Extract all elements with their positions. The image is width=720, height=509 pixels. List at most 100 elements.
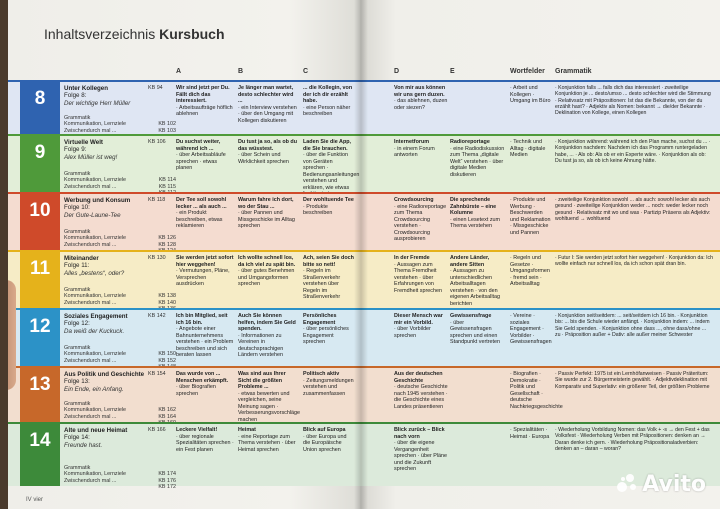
meta-line: Zwischendurch mal ...KB 160 bbox=[64, 414, 176, 426]
left-page: Inhaltsverzeichnis Kursbuch A B C 8 Unte… bbox=[8, 0, 360, 509]
unit-row-right-14: Blick zurück – Blick nach vorn · über die… bbox=[360, 422, 720, 486]
cell-b-heading: Auch Sie können helfen, indem Sie Geld s… bbox=[238, 313, 296, 332]
unit-title: Unter Kollegen bbox=[64, 85, 109, 92]
unit-folge: Folge 11: bbox=[64, 262, 90, 270]
unit-title: Aus Politik und Geschichte bbox=[64, 371, 145, 378]
cell-a-heading: Du suchst weiter, während ich ... bbox=[176, 139, 221, 152]
cell-wortfelder: · Technik und Alltag · digitale Medien bbox=[510, 139, 546, 158]
page-title: Inhaltsverzeichnis Kursbuch bbox=[44, 26, 225, 42]
unit-folge: Folge 10: bbox=[64, 204, 90, 212]
cell-d-text: · über Vorbilder sprechen bbox=[394, 326, 431, 339]
unit-number: 12 bbox=[20, 310, 60, 366]
unit-number: 11 bbox=[20, 252, 60, 308]
meta-label: Zwischendurch mal ... bbox=[64, 127, 117, 134]
cell-b: Warum fahre ich dort, wo der Stau ... · ü… bbox=[238, 197, 298, 230]
meta-page: KB 140 bbox=[158, 299, 176, 306]
cell-e: Gewissensfrage · über Gewissensfragen spr… bbox=[450, 313, 506, 346]
unit-number: 8 bbox=[20, 82, 60, 136]
unit-info: Aus Politik und Geschichte Folge 13: Ein… bbox=[64, 371, 172, 393]
cell-a-text: · über regionale Spezialitäten sprechen … bbox=[176, 433, 234, 453]
avito-watermark: Avito bbox=[617, 472, 706, 497]
unit-kb-page: KB 166 bbox=[148, 427, 166, 433]
unit-title: Werbung und Konsum bbox=[64, 197, 131, 204]
unit-row-14: 14 Alte und neue Heimat Folge 14: Freund… bbox=[8, 422, 360, 490]
meta-label: Grammatik bbox=[64, 115, 91, 122]
cell-b-heading: Ich wollte schnell los, da ich viel zu s… bbox=[238, 255, 296, 268]
meta-label: Kommunikation, Lernziele bbox=[64, 471, 127, 478]
meta-label: Grammatik bbox=[64, 345, 91, 352]
book-gutter bbox=[354, 0, 368, 509]
unit-meta: Grammatik KB 102 Kommunikation, Lernziele K… bbox=[64, 115, 176, 140]
unit-folge: Folge 8: bbox=[64, 92, 87, 100]
meta-label: Zwischendurch mal ... bbox=[64, 299, 117, 306]
column-d-header: D bbox=[394, 68, 400, 75]
cell-c-heading: Politisch aktiv bbox=[303, 371, 340, 377]
cell-c: Laden Sie die App, die Sie brauchen. · üb… bbox=[303, 139, 359, 198]
hand-thumb bbox=[8, 280, 16, 390]
cell-a-text: · über Biografien sprechen bbox=[176, 384, 216, 397]
cell-a: Sie werden jetzt sofort hier weggehen! · … bbox=[176, 255, 234, 288]
unit-kb-page: KB 130 bbox=[148, 255, 166, 261]
cell-d-heading: Crowdsourcing bbox=[394, 197, 434, 203]
meta-line: Zwischendurch mal ...KB 136 bbox=[64, 299, 176, 312]
cell-b-heading: Was sind aus Ihrer Sicht die größten Pro… bbox=[238, 371, 286, 390]
meta-line: Grammatik KB 162 bbox=[64, 401, 176, 413]
cell-a-text: · Angebote einer Bahnunternehmens verste… bbox=[176, 326, 234, 358]
cell-a: Der Tee soll sowohl lecker ... als auch … bbox=[176, 197, 234, 230]
cell-e-heading: Die sprechende Zahnbürste – eine Kolumne bbox=[450, 197, 497, 216]
cell-d-text: · über die eigene Vergangenheit sprechen… bbox=[394, 440, 448, 472]
cell-a: Du suchst weiter, während ich ... · über … bbox=[176, 139, 234, 172]
unit-row-right-13: Aus der deutschen Geschichte · deutsche G… bbox=[360, 366, 720, 422]
cell-d-heading: Blick zurück – Blick nach vorn bbox=[394, 427, 445, 440]
unit-row-right-9: Internetforum · in einem Forum antworten … bbox=[360, 134, 720, 192]
unit-meta: Grammatik KB 138 Kommunikation, Lernziele K… bbox=[64, 287, 176, 312]
cell-c-heading: Blick auf Europa bbox=[303, 427, 346, 433]
meta-line: Zwischendurch mal ...KB 148 bbox=[64, 357, 176, 370]
unit-info: Unter Kollegen Folge 8: Der wichtige Her… bbox=[64, 85, 172, 107]
cell-b: Heimat · eine Reportage zum Thema versteh… bbox=[238, 427, 298, 453]
cell-d-text: · eine Radioreportage zum Thema Crowdsou… bbox=[394, 203, 447, 243]
cell-e: Die sprechende Zahnbürste – eine Kolumne… bbox=[450, 197, 506, 230]
cell-e: Radioreportage · eine Radiodiskussion zum… bbox=[450, 139, 506, 178]
meta-label: Kommunikation, Lernziele bbox=[64, 351, 127, 358]
meta-label: Zwischendurch mal ... bbox=[64, 357, 117, 364]
meta-label: Grammatik bbox=[64, 465, 91, 472]
meta-page: KB 164 bbox=[158, 413, 176, 420]
cell-e-text: · über Gewissensfragen sprechen und eine… bbox=[450, 319, 501, 346]
meta-page: KB 128 bbox=[158, 241, 176, 248]
meta-line: Grammatik KB 138 bbox=[64, 287, 176, 299]
column-grammatik-header: Grammatik bbox=[555, 68, 592, 75]
column-e-header: E bbox=[450, 68, 455, 75]
unit-row-12: 12 Soziales Engagement Folge 12: Da weiß… bbox=[8, 308, 360, 370]
cell-c: Der wohltuende Tee · Produkte beschreiben bbox=[303, 197, 355, 217]
unit-meta: Grammatik KB 174 Kommunikation, Lernziele K… bbox=[64, 465, 176, 490]
unit-kb-page: KB 106 bbox=[148, 139, 166, 145]
meta-line: Grammatik KB 150 bbox=[64, 345, 176, 357]
meta-label: Kommunikation, Lernziele bbox=[64, 235, 127, 242]
unit-row-8: 8 Unter Kollegen Folge 8: Der wichtige H… bbox=[8, 80, 360, 140]
meta-line: Kommunikation, Lernziele KB 152 bbox=[64, 351, 176, 363]
meta-label: Zwischendurch mal ... bbox=[64, 477, 117, 484]
meta-page: KB 174 bbox=[158, 471, 176, 478]
cell-a-heading: Wir sind jetzt per Du. Fällt dich das in… bbox=[176, 85, 230, 104]
unit-row-9: 9 Virtuelle Welt Folge 9: Alex Müller is… bbox=[8, 134, 360, 197]
meta-page: KB 114 bbox=[158, 177, 176, 184]
column-c-header: C bbox=[303, 68, 309, 75]
meta-page: KB 103 bbox=[158, 127, 176, 134]
cell-d-heading: Von mir aus können wir uns gern duzen. bbox=[394, 85, 446, 98]
cell-wortfelder: · Vereine · soziales Engagement · Vorbil… bbox=[510, 313, 552, 345]
cell-b-heading: Du tust ja so, als ob du das wüsstest. bbox=[238, 139, 298, 152]
cell-b: Was sind aus Ihrer Sicht die größten Pro… bbox=[238, 371, 300, 423]
meta-line: Grammatik KB 114 bbox=[64, 171, 176, 183]
cell-b: Je länger man wartet, desto schlechter w… bbox=[238, 85, 298, 124]
right-page: D E Wortfelder Grammatik Von mir aus kön… bbox=[360, 0, 720, 509]
cell-b-text: · Informationen zu Vereinen in deutschsp… bbox=[238, 332, 284, 359]
cell-grammatik: · Wiederholung Vorbildung Nomen: das Vol… bbox=[555, 427, 710, 452]
meta-line: Kommunikation, Lernziele KB 164 bbox=[64, 407, 176, 419]
unit-folge: Folge 9: bbox=[64, 146, 87, 154]
cell-e-text: · Aussagen zu unterschiedlichen Arbeitsa… bbox=[450, 268, 501, 307]
cell-c-heading: Persönliches Engagement bbox=[303, 313, 337, 326]
unit-kb-page: KB 154 bbox=[148, 371, 166, 377]
cell-e-text: · einen Lesetext zum Thema verstehen bbox=[450, 216, 501, 230]
unit-title: Virtuelle Welt bbox=[64, 139, 103, 146]
